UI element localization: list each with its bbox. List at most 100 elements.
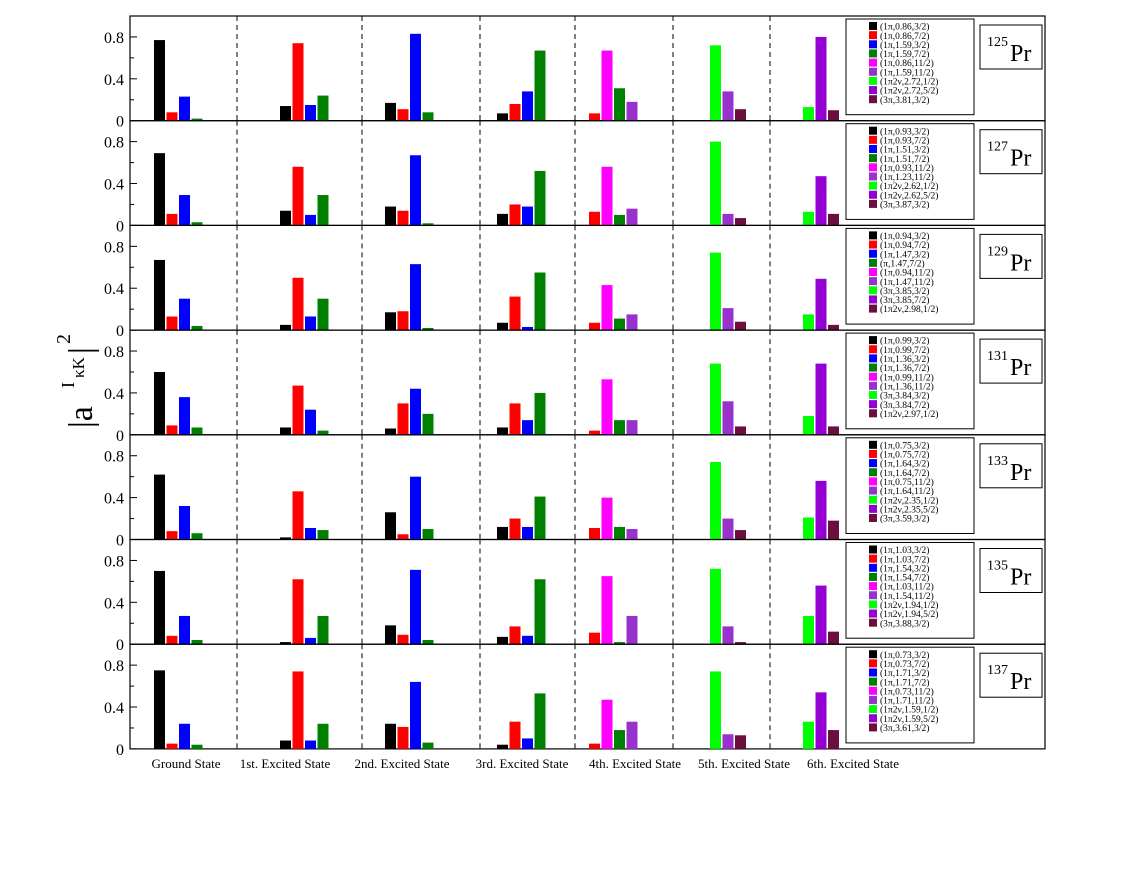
y-tick-label: 0.8 bbox=[104, 30, 124, 47]
legend-entry: (1π2ν,1.94,5/2) bbox=[880, 609, 938, 620]
legend-entry: (1π,0.93,11/2) bbox=[880, 163, 934, 174]
bar bbox=[626, 721, 638, 749]
y-tick-label: 0.4 bbox=[104, 700, 124, 717]
bar bbox=[626, 208, 638, 226]
nucleus-label-box bbox=[979, 129, 1043, 175]
bar bbox=[509, 204, 521, 226]
bar bbox=[509, 403, 521, 435]
legend-swatch bbox=[869, 135, 877, 144]
bar bbox=[166, 743, 178, 749]
bar bbox=[828, 730, 839, 749]
y-tick-label: 0.4 bbox=[104, 386, 124, 403]
y-tick-label: 0.8 bbox=[104, 239, 124, 256]
legend-entry: (1π,0.94,3/2) bbox=[880, 231, 929, 242]
legend-entry: (1π,1.03,7/2) bbox=[880, 554, 929, 565]
y-axis-label: |a I κK | 2 bbox=[53, 334, 100, 428]
bar bbox=[422, 112, 434, 121]
bar bbox=[509, 296, 521, 331]
legend-entry: (1π,0.93,7/2) bbox=[880, 135, 929, 146]
legend-entry: (1π,1.64,3/2) bbox=[880, 459, 929, 470]
legend-swatch bbox=[869, 563, 877, 572]
legend-entry: (1π,0.75,7/2) bbox=[880, 450, 929, 461]
bar bbox=[614, 420, 625, 435]
y-tick-label: 0.4 bbox=[104, 595, 124, 612]
bar bbox=[317, 298, 329, 331]
legend-entry: (1π,1.59,3/2) bbox=[880, 40, 929, 51]
bar bbox=[166, 112, 178, 121]
legend-swatch bbox=[869, 650, 877, 659]
legend-entry: (1π,0.73,11/2) bbox=[880, 686, 934, 697]
bar bbox=[589, 322, 600, 331]
bar bbox=[410, 681, 421, 749]
bar bbox=[735, 218, 746, 226]
legend-entry: (1π2ν,2.98,1/2) bbox=[880, 304, 938, 315]
legend-entry: (1π,0.86,11/2) bbox=[880, 58, 934, 69]
legend-entry: (1π,0.86,3/2) bbox=[880, 22, 929, 33]
bar bbox=[410, 33, 421, 121]
legend-entry: (3π,3.59,3/2) bbox=[880, 514, 929, 525]
bar bbox=[614, 88, 625, 121]
bar bbox=[828, 520, 839, 540]
legend-swatch bbox=[869, 363, 877, 372]
legend-entry: (1π2ν,1.59,5/2) bbox=[880, 714, 938, 725]
bar bbox=[735, 109, 746, 121]
bar bbox=[710, 671, 721, 749]
panel-127: 00.40.8(1π,0.93,3/2)(1π,0.93,7/2)(1π,1.5… bbox=[104, 120, 1046, 235]
legend-swatch bbox=[869, 695, 877, 704]
legend-swatch bbox=[869, 723, 877, 732]
legend-swatch bbox=[869, 154, 877, 163]
bar bbox=[397, 534, 409, 540]
bar bbox=[154, 153, 165, 226]
legend-entry: (1π2ν,2.72,1/2) bbox=[880, 77, 938, 88]
legend-entry: (π,1.47,7/2) bbox=[880, 258, 925, 269]
bar bbox=[280, 106, 291, 121]
legend-swatch bbox=[869, 49, 877, 58]
bar bbox=[292, 166, 304, 226]
legend-entry: (3π,3.84,3/2) bbox=[880, 391, 929, 402]
bar bbox=[735, 530, 746, 540]
bar bbox=[292, 277, 304, 331]
bar bbox=[601, 699, 613, 749]
bar bbox=[166, 316, 178, 331]
legend-entry: (1π,1.36,11/2) bbox=[880, 381, 934, 392]
bar bbox=[710, 45, 721, 121]
bar bbox=[710, 462, 721, 540]
bar bbox=[509, 721, 521, 749]
nucleus-mass: 127 bbox=[987, 140, 1008, 155]
bar bbox=[292, 579, 304, 645]
bar bbox=[522, 738, 533, 749]
legend-swatch bbox=[869, 468, 877, 477]
legend-entry: (1π,0.99,7/2) bbox=[880, 345, 929, 356]
bar bbox=[601, 50, 613, 121]
legend-swatch bbox=[869, 705, 877, 714]
group-labels-layer: Ground State 1st. Excited State 2nd. Excit… bbox=[152, 756, 900, 771]
legend-box bbox=[845, 437, 975, 534]
legend-entry: (1π2ν,1.94,1/2) bbox=[880, 600, 938, 611]
legend-swatch bbox=[869, 172, 877, 181]
legend-entry: (1π,0.99,11/2) bbox=[880, 372, 934, 383]
legend-entry: (1π,0.75,3/2) bbox=[880, 440, 929, 451]
bar bbox=[154, 570, 165, 645]
bar bbox=[614, 642, 625, 645]
y-axis-label-base: |a bbox=[63, 406, 100, 428]
legend-entry: (3π,3.61,3/2) bbox=[880, 723, 929, 734]
legend-entry: (1π,1.59,7/2) bbox=[880, 49, 929, 60]
legend-swatch bbox=[869, 295, 877, 304]
legend-entry: (1π,1.54,11/2) bbox=[880, 591, 934, 602]
legend-swatch bbox=[869, 31, 877, 40]
bar bbox=[497, 213, 508, 226]
panel-129: 00.40.8(1π,0.94,3/2)(1π,0.94,7/2)(1π,1.4… bbox=[104, 224, 1046, 340]
bar bbox=[305, 527, 316, 540]
bar bbox=[191, 533, 203, 540]
legend-box bbox=[845, 227, 975, 325]
bar bbox=[191, 118, 203, 121]
bar bbox=[422, 742, 434, 749]
legend-entry: (1π2ν,2.35,5/2) bbox=[880, 504, 938, 515]
bar bbox=[522, 420, 533, 435]
legend-entry: (1π,1.36,3/2) bbox=[880, 354, 929, 365]
y-tick-label: 0.4 bbox=[104, 491, 124, 508]
group-label: 5th. Excited State bbox=[698, 756, 790, 771]
bar bbox=[154, 259, 165, 331]
panel-135: 00.40.8(1π,1.03,3/2)(1π,1.03,7/2)(1π,1.5… bbox=[104, 538, 1046, 654]
legend-swatch bbox=[869, 40, 877, 49]
